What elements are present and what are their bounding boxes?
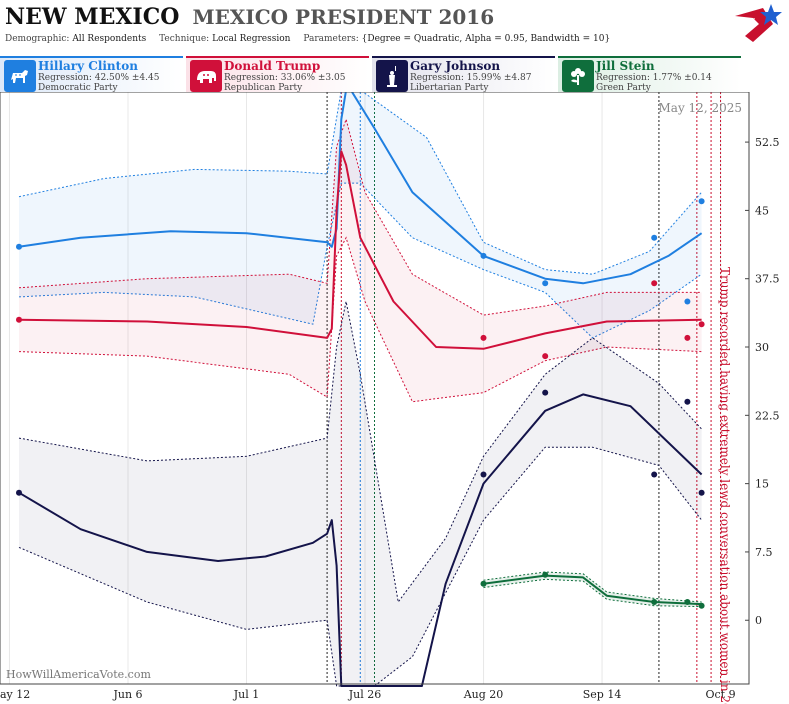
- poll-point: [542, 280, 549, 287]
- y-tick-label: 0: [755, 614, 762, 627]
- poll-point: [542, 389, 549, 396]
- poll-point: [651, 234, 658, 241]
- confidence-band: [19, 301, 702, 686]
- poll-point: [698, 198, 705, 205]
- poll-point: [651, 599, 658, 605]
- legend-name: Gary Johnson: [410, 59, 501, 73]
- y-tick-label: 37.5: [755, 273, 780, 286]
- y-tick-label: 45: [755, 204, 769, 217]
- regression-line: [483, 574, 702, 606]
- page-title: NEW MEXICO MEXICO PRESIDENT 2016: [5, 4, 494, 30]
- poll-point: [480, 471, 487, 478]
- x-tick-label: Jul 26: [348, 688, 382, 701]
- legend-regression: Regression: 15.99% ±4.87: [410, 73, 532, 83]
- regression-line: [18, 393, 703, 687]
- x-axis-ticks: May 12 Jun 6 Jul 1 Jul 26 Aug 20 Sep 14 Oct 9: [0, 688, 736, 701]
- plot-frame: [0, 92, 750, 685]
- confidence-band: [19, 119, 702, 402]
- legend-party: Green Party: [596, 83, 651, 93]
- watermark-label: HowWillAmericaVote.com: [6, 668, 151, 681]
- regression-lines: [18, 92, 703, 687]
- poll-point: [542, 353, 549, 360]
- y-tick-label: 15: [755, 478, 769, 491]
- technique-value: Local Regression: [212, 34, 291, 44]
- demographic-value: All Respondents: [72, 34, 147, 44]
- parameters-label: Parameters:: [303, 34, 359, 44]
- x-tick-label: May 12: [0, 688, 30, 701]
- event-lines: [326, 92, 722, 684]
- date-label: May 12, 2025: [659, 101, 742, 115]
- liberty-icon: [376, 60, 408, 92]
- elephant-icon: [190, 60, 222, 92]
- event-annotation: Trump recorded having extremely lewd con…: [718, 267, 732, 704]
- race-title: MEXICO PRESIDENT 2016: [192, 5, 495, 29]
- confidence-band: [19, 92, 702, 338]
- poll-point: [684, 398, 691, 405]
- chart-header: NEW MEXICO MEXICO PRESIDENT 2016 Demogra…: [0, 0, 789, 94]
- legend-item-stein[interactable]: Jill Stein Regression: 1.77% ±0.14 Green…: [558, 56, 741, 94]
- legend-item-trump[interactable]: Donald Trump Regression: 33.06% ±3.05 Re…: [186, 56, 369, 94]
- legend-item-clinton[interactable]: Hillary Clinton Regression: 42.50% ±4.45…: [0, 56, 183, 94]
- confidence-upper: [18, 117, 702, 316]
- legend-party: Republican Party: [224, 83, 303, 93]
- poll-point: [651, 280, 658, 287]
- poll-points: [16, 198, 705, 609]
- legend-regression: Regression: 42.50% ±4.45: [38, 73, 160, 83]
- parameters-row: Demographic: All Respondents Technique: …: [5, 34, 610, 44]
- x-tick-label: Aug 20: [463, 688, 504, 701]
- site-logo-icon: [735, 4, 782, 42]
- poll-point: [480, 252, 487, 259]
- poll-point: [684, 298, 691, 305]
- confidence-upper: [483, 571, 702, 603]
- legend-regression: Regression: 1.77% ±0.14: [596, 73, 712, 83]
- parameters-value: {Degree = Quadratic, Alpha = 0.95, Bandw…: [361, 34, 611, 44]
- donkey-icon: [4, 60, 36, 92]
- poll-point: [651, 471, 658, 478]
- x-tick-label: Jul 1: [233, 688, 260, 701]
- legend-party: Libertarian Party: [410, 83, 489, 93]
- poll-point: [698, 602, 705, 609]
- y-tick-label: 52.5: [755, 136, 780, 149]
- y-tick-label: 30: [755, 341, 769, 354]
- poll-point: [684, 334, 691, 341]
- y-tick-label: 22.5: [755, 409, 780, 422]
- legend-regression: Regression: 33.06% ±3.05: [224, 73, 346, 83]
- poll-point: [480, 580, 487, 587]
- legend-item-johnson[interactable]: Gary Johnson Regression: 15.99% ±4.87 Li…: [372, 56, 555, 94]
- legend-name: Donald Trump: [224, 59, 321, 73]
- poll-point: [16, 316, 22, 323]
- confidence-upper: [18, 301, 702, 604]
- regression-line: [18, 92, 703, 285]
- technique-label: Technique:: [159, 34, 210, 44]
- y-tick-label: 7.5: [755, 546, 773, 559]
- x-tick-label: Sep 14: [583, 688, 622, 701]
- regression-chart: 52.5 45 37.5 30 22.5 15 7.5 0 May 12 Jun 6 Jul 1 J…: [0, 92, 789, 704]
- confidence-bands: [18, 92, 702, 687]
- poll-point: [16, 489, 22, 496]
- confidence-lower: [18, 446, 702, 687]
- poll-point: [16, 243, 22, 250]
- poll-point: [542, 571, 549, 578]
- y-axis-ticks: 52.5 45 37.5 30 22.5 15 7.5 0: [745, 136, 780, 627]
- confidence-lower: [18, 182, 702, 339]
- demographic-label: Demographic:: [5, 34, 70, 44]
- legend-name: Jill Stein: [596, 59, 655, 73]
- poll-point: [698, 489, 705, 496]
- flower-icon: [562, 60, 594, 92]
- x-tick-label: Oct 9: [706, 688, 736, 701]
- state-title: NEW MEXICO: [5, 4, 180, 30]
- regression-line: [18, 150, 702, 350]
- confidence-band: [483, 572, 702, 607]
- poll-point: [684, 599, 691, 605]
- poll-point: [698, 321, 705, 328]
- poll-point: [480, 334, 487, 341]
- legend-name: Hillary Clinton: [38, 59, 138, 73]
- confidence-lower: [483, 578, 702, 608]
- x-tick-label: Jun 6: [112, 688, 142, 701]
- legend-party: Democratic Party: [38, 83, 118, 93]
- confidence-upper: [18, 92, 702, 275]
